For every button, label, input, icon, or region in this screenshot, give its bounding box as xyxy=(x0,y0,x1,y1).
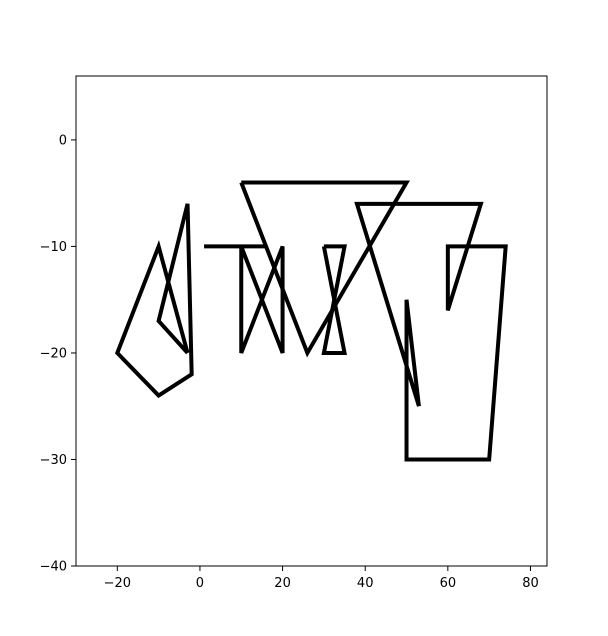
line-path-3 xyxy=(239,245,285,354)
y-tick-label: −40 xyxy=(40,560,67,575)
line-path-4 xyxy=(239,180,411,358)
plot-frame xyxy=(75,75,548,567)
x-tick-label: 60 xyxy=(440,576,457,591)
y-tick-label: −10 xyxy=(40,240,67,255)
x-tick-label: 20 xyxy=(274,576,291,591)
y-tick-label: −30 xyxy=(40,453,67,468)
x-tick-label: 80 xyxy=(522,576,539,591)
x-tick-label: 0 xyxy=(196,576,204,591)
y-tick-label: 0 xyxy=(59,133,67,148)
y-tick-label: −20 xyxy=(40,346,67,361)
x-tick-label: 40 xyxy=(357,576,374,591)
line-path-7 xyxy=(354,201,508,462)
line-path-1 xyxy=(114,203,194,399)
chart-lines xyxy=(114,180,508,462)
line-path-6 xyxy=(321,244,347,355)
x-tick-label: −20 xyxy=(104,576,131,591)
y-axis: 0 −10 −20 −30 −40 xyxy=(40,133,76,575)
x-axis: −20 0 20 40 60 80 xyxy=(104,566,539,591)
